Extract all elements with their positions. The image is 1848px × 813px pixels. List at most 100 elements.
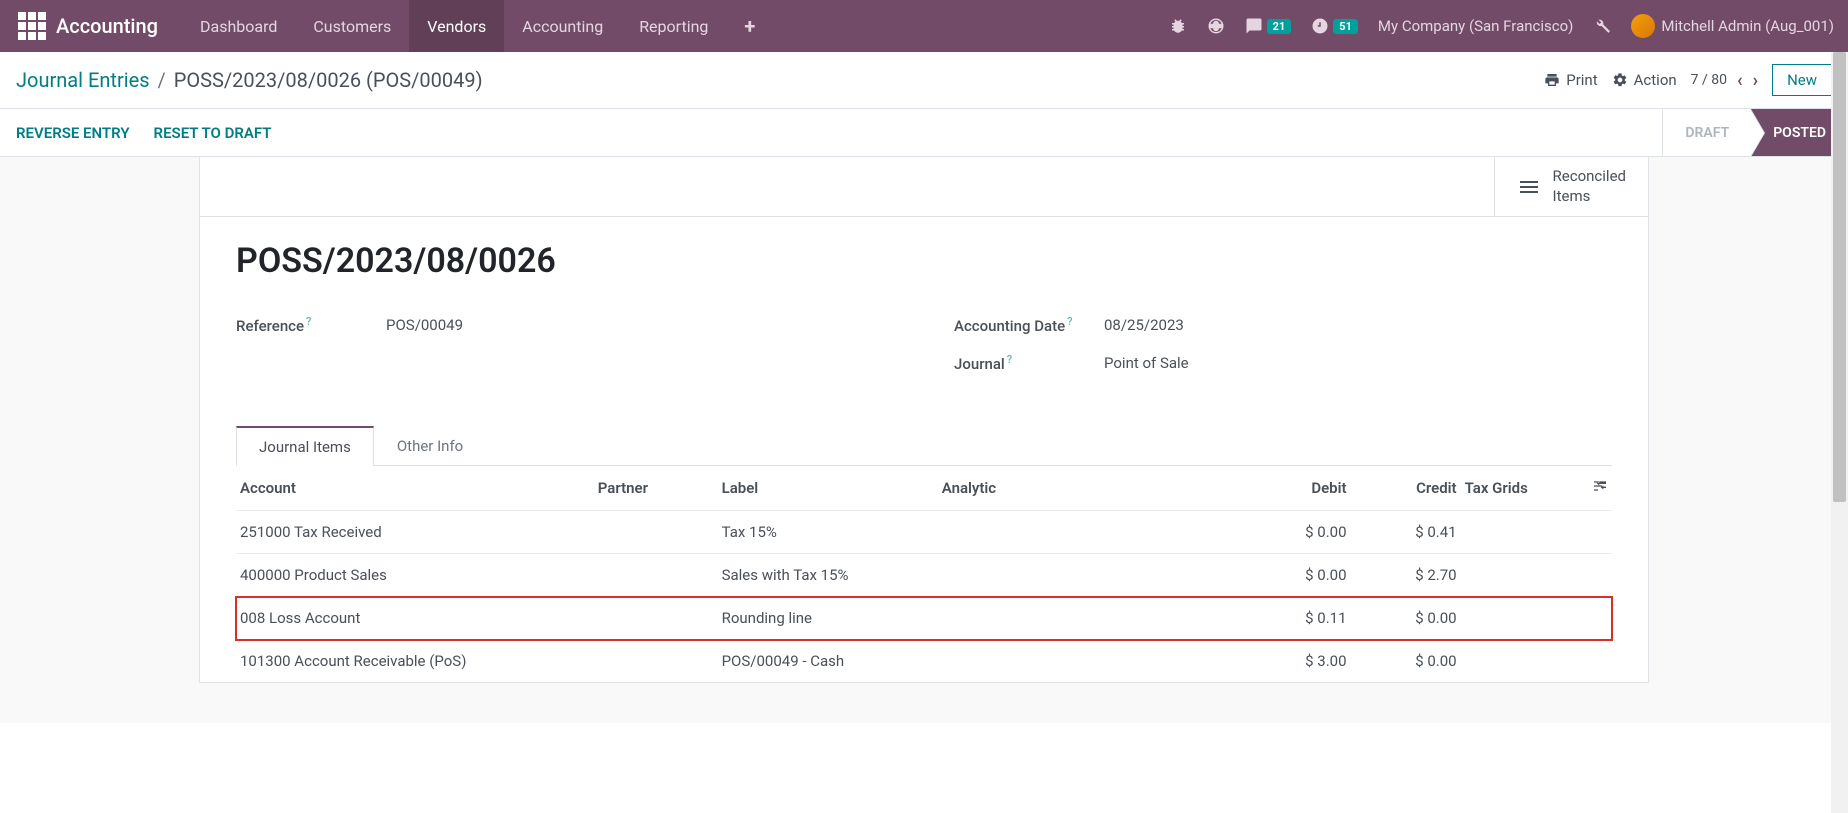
table-row[interactable]: 008 Loss Account Rounding line $ 0.11$ 0.0…	[236, 597, 1612, 640]
status-bar: DRAFTPOSTED	[1662, 109, 1848, 156]
th-taxgrids[interactable]: Tax Grids	[1461, 466, 1585, 511]
main-menu: DashboardCustomersVendorsAccountingRepor…	[182, 0, 726, 52]
entry-title: POSS/2023/08/0026	[236, 241, 1612, 281]
cell-label: Sales with Tax 15%	[718, 554, 938, 597]
breadcrumb-separator: /	[158, 68, 166, 92]
list-icon	[1517, 175, 1541, 199]
cell-debit: $ 0.00	[1172, 554, 1351, 597]
nav-item-accounting[interactable]: Accounting	[504, 0, 621, 52]
journal-value: Point of Sale	[1104, 354, 1189, 372]
company-switcher[interactable]: My Company (San Francisco)	[1378, 17, 1573, 35]
cell-taxgrids	[1461, 554, 1585, 597]
messages-badge: 21	[1267, 19, 1292, 34]
cell-partner	[594, 640, 718, 683]
breadcrumb-root[interactable]: Journal Entries	[16, 68, 150, 92]
stat-line2: Items	[1553, 187, 1626, 207]
app-brand[interactable]: Accounting	[56, 14, 158, 38]
table-row[interactable]: 251000 Tax ReceivedTax 15%$ 0.00$ 0.41	[236, 511, 1612, 554]
cell-debit: $ 0.00	[1172, 511, 1351, 554]
gear-icon	[1612, 72, 1628, 88]
form-sheet: Reconciled Items POSS/2023/08/0026 Refer…	[199, 157, 1649, 683]
activities-icon[interactable]: 51	[1311, 17, 1358, 35]
tabs: Journal ItemsOther Info	[236, 425, 1612, 466]
cell-partner	[594, 554, 718, 597]
th-analytic[interactable]: Analytic	[938, 466, 1172, 511]
cell-label: POS/00049 - Cash	[718, 640, 938, 683]
breadcrumb: Journal Entries / POSS/2023/08/0026 (POS…	[16, 68, 483, 92]
cell-account: 400000 Product Sales	[236, 554, 594, 597]
cell-label: Rounding line	[718, 597, 938, 640]
tools-icon[interactable]	[1593, 17, 1611, 35]
cell-opt	[1584, 511, 1612, 554]
top-navbar: Accounting DashboardCustomersVendorsAcco…	[0, 0, 1848, 52]
reference-label: Reference?	[236, 315, 386, 335]
print-button[interactable]: Print	[1544, 71, 1597, 89]
cell-analytic	[938, 640, 1172, 683]
status-row: REVERSE ENTRY RESET TO DRAFT DRAFTPOSTED	[0, 109, 1848, 157]
breadcrumb-current: POSS/2023/08/0026 (POS/00049)	[174, 68, 483, 92]
cell-debit: $ 0.11	[1172, 597, 1351, 640]
control-panel: Journal Entries / POSS/2023/08/0026 (POS…	[0, 52, 1848, 109]
user-menu[interactable]: Mitchell Admin (Aug_001)	[1631, 14, 1834, 38]
support-icon[interactable]	[1207, 17, 1225, 35]
journal-items-table: Account Partner Label Analytic Debit Cre…	[236, 466, 1612, 682]
cell-credit: $ 0.00	[1351, 597, 1461, 640]
pager-prev-icon[interactable]: ‹	[1737, 70, 1743, 91]
new-button[interactable]: New	[1772, 64, 1832, 96]
avatar-icon	[1631, 14, 1655, 38]
accounting-date-label: Accounting Date?	[954, 315, 1104, 335]
cell-partner	[594, 597, 718, 640]
cell-label: Tax 15%	[718, 511, 938, 554]
messages-icon[interactable]: 21	[1245, 17, 1292, 35]
nav-item-customers[interactable]: Customers	[295, 0, 409, 52]
journal-label: Journal?	[954, 353, 1104, 373]
cell-credit: $ 2.70	[1351, 554, 1461, 597]
tab-other-info[interactable]: Other Info	[374, 426, 486, 466]
pager: 7 / 80 ‹ ›	[1691, 70, 1758, 91]
activities-badge: 51	[1333, 19, 1358, 34]
action-button[interactable]: Action	[1612, 71, 1677, 89]
cell-partner	[594, 511, 718, 554]
cell-analytic	[938, 511, 1172, 554]
bug-icon[interactable]	[1169, 17, 1187, 35]
th-account[interactable]: Account	[236, 466, 594, 511]
print-icon	[1544, 72, 1560, 88]
cell-account: 101300 Account Receivable (PoS)	[236, 640, 594, 683]
scrollbar[interactable]	[1831, 52, 1848, 813]
th-options[interactable]	[1584, 466, 1612, 511]
cell-debit: $ 3.00	[1172, 640, 1351, 683]
nav-item-vendors[interactable]: Vendors	[409, 0, 504, 52]
user-name: Mitchell Admin (Aug_001)	[1661, 17, 1834, 35]
cell-taxgrids	[1461, 511, 1585, 554]
cell-opt	[1584, 640, 1612, 683]
reference-value: POS/00049	[386, 316, 463, 334]
new-menu-icon[interactable]: +	[726, 14, 773, 38]
th-debit[interactable]: Debit	[1172, 466, 1351, 511]
pager-text: 7 / 80	[1691, 72, 1727, 88]
cell-opt	[1584, 597, 1612, 640]
status-stage-draft[interactable]: DRAFT	[1662, 109, 1751, 156]
reconciled-items-button[interactable]: Reconciled Items	[1494, 157, 1648, 216]
cell-opt	[1584, 554, 1612, 597]
cell-taxgrids	[1461, 640, 1585, 683]
th-credit[interactable]: Credit	[1351, 466, 1461, 511]
pager-next-icon[interactable]: ›	[1753, 70, 1758, 91]
table-row[interactable]: 400000 Product Sales Sales with Tax 15% $ …	[236, 554, 1612, 597]
th-partner[interactable]: Partner	[594, 466, 718, 511]
cell-credit: $ 0.00	[1351, 640, 1461, 683]
sliders-icon	[1592, 478, 1608, 494]
reset-to-draft-button[interactable]: RESET TO DRAFT	[154, 124, 272, 142]
cell-account: 008 Loss Account	[236, 597, 594, 640]
cell-analytic	[938, 597, 1172, 640]
nav-item-dashboard[interactable]: Dashboard	[182, 0, 295, 52]
accounting-date-value: 08/25/2023	[1104, 316, 1184, 334]
tab-journal-items[interactable]: Journal Items	[236, 426, 374, 466]
th-label[interactable]: Label	[718, 466, 938, 511]
apps-launcher-icon[interactable]	[18, 12, 46, 40]
nav-item-reporting[interactable]: Reporting	[621, 0, 726, 52]
cell-account: 251000 Tax Received	[236, 511, 594, 554]
reverse-entry-button[interactable]: REVERSE ENTRY	[16, 124, 130, 142]
stat-line1: Reconciled	[1553, 167, 1626, 187]
table-row[interactable]: 101300 Account Receivable (PoS) POS/00049…	[236, 640, 1612, 683]
cell-analytic	[938, 554, 1172, 597]
